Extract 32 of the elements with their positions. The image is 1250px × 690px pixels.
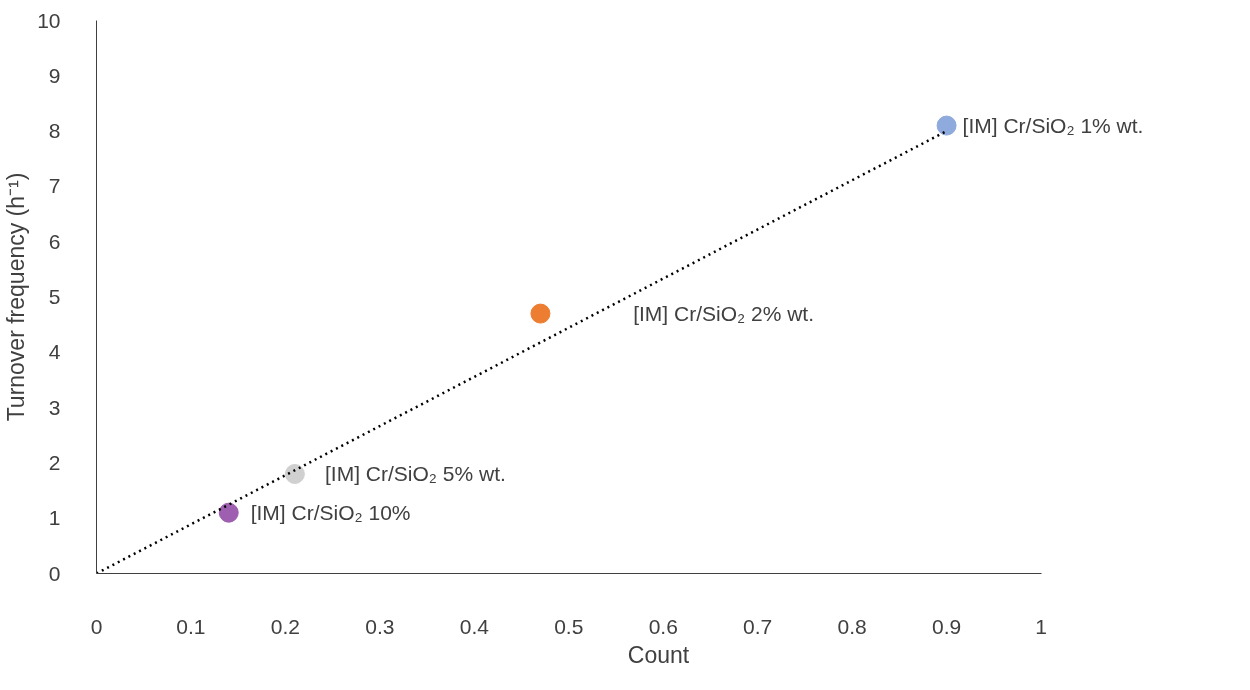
x-tick-label: 0.4 bbox=[459, 614, 490, 638]
y-tick-label: 0 bbox=[48, 561, 61, 585]
point bbox=[218, 502, 239, 523]
x-tick-label: 0.6 bbox=[648, 614, 678, 638]
y-tick-label: 8 bbox=[48, 119, 61, 143]
point bbox=[936, 115, 957, 136]
text: [IM] Cr/SiO₂ 2% wt. bbox=[633, 302, 815, 326]
x-tick-label: 1 bbox=[1035, 614, 1047, 638]
y-tick-label: 7 bbox=[48, 174, 61, 198]
y-tick-label: 2 bbox=[48, 450, 61, 474]
series-label: [IM] Cr/SiO₂ 5% wt. bbox=[325, 462, 506, 486]
point bbox=[530, 303, 551, 324]
y-tick-label: 6 bbox=[48, 229, 61, 253]
x-tick-label: 0.9 bbox=[931, 614, 962, 638]
y-tick-label: 3 bbox=[48, 395, 61, 419]
y-tick-label: 5 bbox=[48, 285, 61, 308]
y-tick-label: 9 bbox=[48, 63, 61, 87]
x-tick-label: 0.8 bbox=[837, 614, 867, 638]
series-label: [IM] Cr/SiO₂ 1% wt. bbox=[962, 114, 1144, 138]
x-axis-title: Count bbox=[627, 641, 690, 668]
x-tick-label: 0.5 bbox=[554, 614, 584, 638]
y-tick-label: 10 bbox=[37, 8, 61, 32]
y-tick-label: 1 bbox=[48, 506, 61, 530]
x-tick-label: 0.1 bbox=[176, 614, 206, 638]
y-axis-title: Turnover frequency (h⁻¹) bbox=[3, 172, 30, 422]
y-tick-label: 4 bbox=[48, 340, 61, 364]
x-tick-label: 0.7 bbox=[743, 614, 773, 638]
x-tick-label: 0.2 bbox=[270, 614, 301, 638]
x-tick-label: 0.3 bbox=[365, 614, 395, 638]
point bbox=[284, 463, 305, 484]
x-tick-label: 0 bbox=[90, 614, 103, 638]
series-label: [IM] Cr/SiO₂ 10% bbox=[250, 501, 411, 525]
